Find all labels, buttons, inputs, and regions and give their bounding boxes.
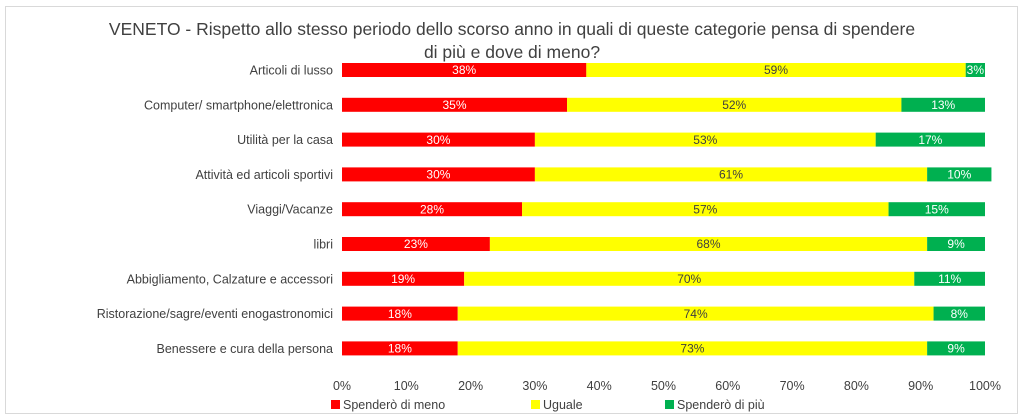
category-label: Ristorazione/sagre/eventi enogastronomic… bbox=[97, 307, 333, 321]
data-label: 19% bbox=[391, 272, 415, 286]
bar-segment bbox=[586, 63, 966, 77]
bar-segment bbox=[914, 271, 985, 286]
data-label: 9% bbox=[947, 237, 965, 251]
bar-segment bbox=[901, 97, 985, 112]
x-tick-label: 10% bbox=[394, 379, 419, 393]
bar-segment bbox=[875, 132, 985, 147]
data-label: 10% bbox=[947, 168, 971, 182]
category-label: Benessere e cura della persona bbox=[156, 342, 333, 356]
chart-title-line1: VENETO - Rispetto allo stesso periodo de… bbox=[108, 19, 916, 39]
x-tick-label: 90% bbox=[908, 379, 933, 393]
category-label: libri bbox=[314, 238, 333, 252]
legend-swatch bbox=[331, 400, 340, 409]
data-label: 68% bbox=[696, 237, 720, 251]
data-label: 28% bbox=[420, 202, 444, 216]
x-tick-label: 0% bbox=[333, 379, 351, 393]
chart-title: VENETO - Rispetto allo stesso periodo de… bbox=[0, 18, 1024, 64]
x-tick-label: 20% bbox=[458, 379, 483, 393]
x-tick-label: 40% bbox=[587, 379, 612, 393]
data-label: 18% bbox=[388, 342, 412, 356]
bar-segment bbox=[489, 237, 928, 251]
bar-segment bbox=[933, 306, 985, 321]
category-label: Attività ed articoli sportivi bbox=[195, 168, 333, 182]
bar-segment bbox=[888, 202, 985, 217]
bar-segment bbox=[927, 167, 992, 182]
x-tick-label: 100% bbox=[969, 379, 1001, 393]
data-label: 17% bbox=[918, 133, 942, 147]
chart-title-line2: di più e dove di meno? bbox=[423, 42, 601, 62]
data-label: 13% bbox=[931, 98, 955, 112]
data-label: 35% bbox=[443, 98, 467, 112]
data-label: 52% bbox=[722, 98, 746, 112]
category-label: Abbigliamento, Calzature e accessori bbox=[127, 272, 333, 286]
bar-segment bbox=[457, 306, 934, 321]
bar-segment bbox=[342, 306, 458, 321]
category-label: Utilità per la casa bbox=[237, 133, 333, 147]
x-tick-label: 30% bbox=[522, 379, 547, 393]
bar-segment bbox=[342, 97, 568, 112]
legend-label: Uguale bbox=[543, 398, 583, 412]
legend-swatch bbox=[531, 400, 540, 409]
bar-segment bbox=[342, 167, 535, 182]
data-label: 18% bbox=[388, 307, 412, 321]
bar-segment bbox=[534, 132, 876, 147]
bar-segment bbox=[342, 202, 523, 217]
data-label: 38% bbox=[452, 63, 476, 77]
bar-segment bbox=[522, 202, 889, 217]
data-label: 61% bbox=[719, 168, 743, 182]
data-label: 70% bbox=[677, 272, 701, 286]
bar-segment bbox=[965, 63, 985, 77]
data-label: 53% bbox=[693, 133, 717, 147]
x-tick-label: 50% bbox=[651, 379, 676, 393]
data-label: 23% bbox=[404, 237, 428, 251]
x-tick-label: 70% bbox=[780, 379, 805, 393]
legend-label: Spenderò di più bbox=[677, 398, 765, 412]
bar-segment bbox=[342, 237, 490, 251]
category-label: Computer/ smartphone/elettronica bbox=[144, 98, 333, 112]
category-label: Viaggi/Vacanze bbox=[247, 203, 333, 217]
data-label: 15% bbox=[925, 202, 949, 216]
bar-segment bbox=[464, 271, 915, 286]
data-label: 59% bbox=[764, 63, 788, 77]
bar-segment bbox=[342, 132, 535, 147]
data-label: 3% bbox=[967, 63, 985, 77]
bar-segment bbox=[927, 341, 985, 356]
bar-segment bbox=[342, 341, 458, 356]
bar-segment bbox=[342, 271, 465, 286]
bar-segment bbox=[342, 63, 587, 77]
bar-segment bbox=[457, 341, 928, 356]
category-label: Articoli di lusso bbox=[250, 64, 333, 78]
data-label: 30% bbox=[426, 133, 450, 147]
data-label: 30% bbox=[426, 168, 450, 182]
bar-segment bbox=[567, 97, 902, 112]
bar-segment bbox=[927, 237, 985, 251]
legend-swatch bbox=[665, 400, 674, 409]
data-label: 57% bbox=[693, 202, 717, 216]
x-tick-label: 80% bbox=[844, 379, 869, 393]
data-label: 73% bbox=[680, 342, 704, 356]
x-tick-label: 60% bbox=[715, 379, 740, 393]
data-label: 11% bbox=[938, 272, 961, 286]
data-label: 74% bbox=[684, 307, 708, 321]
bar-segment bbox=[534, 167, 928, 182]
legend-label: Spenderò di meno bbox=[343, 398, 445, 412]
data-label: 9% bbox=[947, 342, 965, 356]
data-label: 8% bbox=[951, 307, 969, 321]
